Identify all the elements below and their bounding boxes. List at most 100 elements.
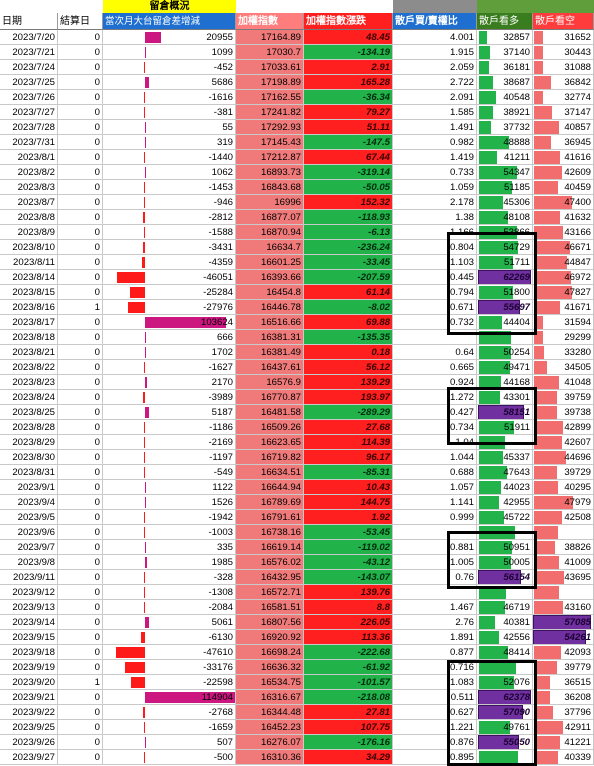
cell-oi-change[interactable]: 1122	[103, 480, 236, 495]
cell-index[interactable]: 16432.95	[236, 570, 304, 585]
cell-index-change[interactable]: 1.92	[304, 510, 393, 525]
cell-retail-ratio[interactable]	[393, 525, 477, 540]
cell-oi-change[interactable]: -381	[103, 105, 236, 120]
cell-index-change[interactable]: 226.05	[304, 615, 393, 630]
cell-retail-short[interactable]: 47400	[533, 195, 594, 210]
cell-retail-ratio[interactable]: 0.982	[393, 135, 477, 150]
cell-retail-ratio[interactable]: 0.999	[393, 510, 477, 525]
cell-index[interactable]: 16316.67	[236, 690, 304, 705]
cell-retail-short[interactable]: 46671	[533, 240, 594, 255]
cell-retail-short[interactable]: 41048	[533, 375, 594, 390]
cell-retail-long[interactable]: 47643	[477, 465, 533, 480]
cell-oi-change[interactable]: 319	[103, 135, 236, 150]
cell-index-change[interactable]: -33.45	[304, 255, 393, 270]
cell-index[interactable]: 16843.68	[236, 180, 304, 195]
cell-date[interactable]: 2023/9/21	[0, 690, 58, 705]
cell-retail-long[interactable]: 58151	[477, 405, 533, 420]
cell-retail-short[interactable]: 39729	[533, 465, 594, 480]
cell-retail-ratio[interactable]: 0.794	[393, 285, 477, 300]
header-retail-long[interactable]: 散戶看多	[477, 13, 533, 30]
cell-index[interactable]: 16807.56	[236, 615, 304, 630]
cell-index[interactable]: 16789.69	[236, 495, 304, 510]
cell-settle-day[interactable]: 0	[58, 75, 103, 90]
cell-index-change[interactable]: -143.07	[304, 570, 393, 585]
cell-settle-day[interactable]: 0	[58, 705, 103, 720]
cell-index[interactable]: 16920.92	[236, 630, 304, 645]
cell-date[interactable]: 2023/9/14	[0, 615, 58, 630]
cell-retail-long[interactable]: 32857	[477, 30, 533, 45]
cell-settle-day[interactable]: 0	[58, 450, 103, 465]
cell-retail-long[interactable]: 50254	[477, 345, 533, 360]
cell-retail-ratio[interactable]: 0.881	[393, 540, 477, 555]
cell-index-change[interactable]: -135.35	[304, 330, 393, 345]
cell-settle-day[interactable]: 0	[58, 405, 103, 420]
cell-retail-ratio[interactable]: 0.76	[393, 570, 477, 585]
cell-index-change[interactable]: 69.88	[304, 315, 393, 330]
cell-retail-long[interactable]	[477, 330, 533, 345]
cell-date[interactable]: 2023/9/1	[0, 480, 58, 495]
cell-oi-change[interactable]: 507	[103, 735, 236, 750]
cell-retail-short[interactable]: 41221	[533, 735, 594, 750]
cell-index[interactable]: 16381.49	[236, 345, 304, 360]
cell-retail-ratio[interactable]: 1.467	[393, 600, 477, 615]
cell-settle-day[interactable]: 0	[58, 165, 103, 180]
cell-retail-short[interactable]: 41632	[533, 210, 594, 225]
cell-date[interactable]: 2023/7/20	[0, 30, 58, 45]
cell-retail-long[interactable]	[477, 585, 533, 600]
cell-index-change[interactable]: -119.02	[304, 540, 393, 555]
cell-date[interactable]: 2023/8/17	[0, 315, 58, 330]
cell-retail-short[interactable]: 40857	[533, 120, 594, 135]
cell-date[interactable]: 2023/7/21	[0, 45, 58, 60]
cell-date[interactable]: 2023/8/31	[0, 465, 58, 480]
cell-retail-long[interactable]: 48888	[477, 135, 533, 150]
cell-retail-long[interactable]	[477, 750, 533, 765]
cell-date[interactable]: 2023/8/7	[0, 195, 58, 210]
cell-retail-short[interactable]: 40339	[533, 750, 594, 765]
cell-retail-ratio[interactable]: 1.166	[393, 225, 477, 240]
cell-date[interactable]: 2023/9/11	[0, 570, 58, 585]
cell-retail-short[interactable]: 42609	[533, 165, 594, 180]
cell-oi-change[interactable]: 55	[103, 120, 236, 135]
cell-retail-short[interactable]: 40459	[533, 180, 594, 195]
cell-index[interactable]: 16576.02	[236, 555, 304, 570]
cell-retail-short[interactable]: 42607	[533, 435, 594, 450]
cell-index[interactable]: 16446.78	[236, 300, 304, 315]
cell-retail-long[interactable]: 42955	[477, 495, 533, 510]
cell-retail-long[interactable]: 43301	[477, 390, 533, 405]
cell-index[interactable]: 16738.16	[236, 525, 304, 540]
cell-settle-day[interactable]: 0	[58, 720, 103, 735]
cell-date[interactable]: 2023/7/26	[0, 90, 58, 105]
cell-oi-change[interactable]: -1616	[103, 90, 236, 105]
cell-index-change[interactable]: -6.13	[304, 225, 393, 240]
cell-index[interactable]: 16996	[236, 195, 304, 210]
cell-oi-change[interactable]: -4359	[103, 255, 236, 270]
cell-date[interactable]: 2023/9/13	[0, 600, 58, 615]
cell-index[interactable]: 17162.55	[236, 90, 304, 105]
cell-retail-short[interactable]: 36208	[533, 690, 594, 705]
cell-index-change[interactable]: -36.34	[304, 90, 393, 105]
cell-date[interactable]: 2023/8/18	[0, 330, 58, 345]
cell-index[interactable]: 17198.89	[236, 75, 304, 90]
cell-settle-day[interactable]: 0	[58, 345, 103, 360]
cell-retail-long[interactable]: 51711	[477, 255, 533, 270]
cell-date[interactable]: 2023/8/15	[0, 285, 58, 300]
cell-index-change[interactable]: 79.27	[304, 105, 393, 120]
cell-settle-day[interactable]: 0	[58, 465, 103, 480]
cell-retail-ratio[interactable]: 1.059	[393, 180, 477, 195]
cell-settle-day[interactable]: 0	[58, 585, 103, 600]
cell-index-change[interactable]: -118.93	[304, 210, 393, 225]
cell-date[interactable]: 2023/8/9	[0, 225, 58, 240]
cell-oi-change[interactable]: 2170	[103, 375, 236, 390]
cell-retail-long[interactable]	[477, 525, 533, 540]
cell-index-change[interactable]: -8.02	[304, 300, 393, 315]
cell-oi-change[interactable]: -2812	[103, 210, 236, 225]
cell-index-change[interactable]: 34.29	[304, 750, 393, 765]
cell-date[interactable]: 2023/8/10	[0, 240, 58, 255]
cell-retail-short[interactable]: 41616	[533, 150, 594, 165]
cell-index[interactable]: 16454.8	[236, 285, 304, 300]
cell-retail-long[interactable]: 40381	[477, 615, 533, 630]
cell-settle-day[interactable]: 0	[58, 660, 103, 675]
cell-settle-day[interactable]: 0	[58, 630, 103, 645]
cell-oi-change[interactable]: -22598	[103, 675, 236, 690]
header-index[interactable]: 加權指數	[236, 13, 304, 30]
